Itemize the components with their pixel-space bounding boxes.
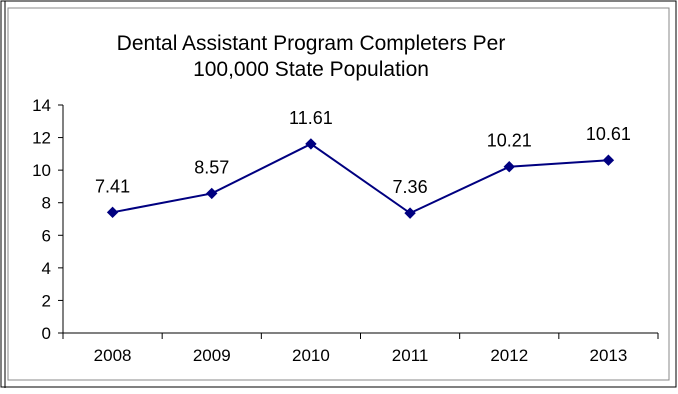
y-tick-label: 6 bbox=[42, 226, 51, 245]
data-point-marker bbox=[503, 161, 515, 173]
x-tick-label: 2011 bbox=[392, 346, 429, 365]
x-tick-label: 2010 bbox=[292, 346, 330, 365]
series-line bbox=[112, 142, 609, 215]
chart-title: Dental Assistant Program Completers Per … bbox=[117, 32, 506, 81]
y-tick-label: 8 bbox=[42, 194, 51, 213]
y-tick-label: 10 bbox=[32, 161, 51, 180]
x-tick-label: 2012 bbox=[490, 346, 528, 365]
data-label: 10.61 bbox=[586, 124, 631, 144]
series-layer bbox=[106, 138, 615, 219]
data-label: 8.57 bbox=[194, 157, 229, 177]
y-tick-label: 14 bbox=[32, 96, 51, 115]
chart-border-inner bbox=[7, 7, 670, 381]
y-tick-label: 4 bbox=[42, 259, 51, 278]
x-tick-label: 2013 bbox=[590, 346, 628, 365]
data-point-marker bbox=[404, 207, 416, 219]
y-tick-label: 0 bbox=[42, 324, 51, 343]
data-point-marker bbox=[305, 138, 317, 150]
chart-title-line-2: 100,000 State Population bbox=[193, 58, 429, 81]
y-axis: 0 2 4 6 8 10 12 14 bbox=[32, 96, 64, 343]
data-label: 7.36 bbox=[393, 177, 428, 197]
data-label: 10.21 bbox=[487, 131, 532, 151]
x-axis: 2008 2009 2010 2011 2012 2013 bbox=[62, 332, 659, 365]
data-point-marker bbox=[602, 154, 615, 166]
y-tick-label: 12 bbox=[32, 129, 51, 148]
data-point-marker bbox=[106, 206, 119, 219]
data-label: 11.61 bbox=[289, 108, 333, 128]
data-label: 7.41 bbox=[95, 176, 130, 196]
x-tick-label: 2008 bbox=[94, 346, 132, 365]
x-tick-label: 2009 bbox=[193, 346, 231, 365]
data-point-marker bbox=[206, 187, 218, 200]
y-tick-label: 2 bbox=[42, 291, 51, 310]
chart-title-line-1: Dental Assistant Program Completers Per bbox=[117, 32, 506, 55]
data-label-layer: 7.41 8.57 11.61 7.36 10.21 10.61 bbox=[95, 108, 631, 197]
